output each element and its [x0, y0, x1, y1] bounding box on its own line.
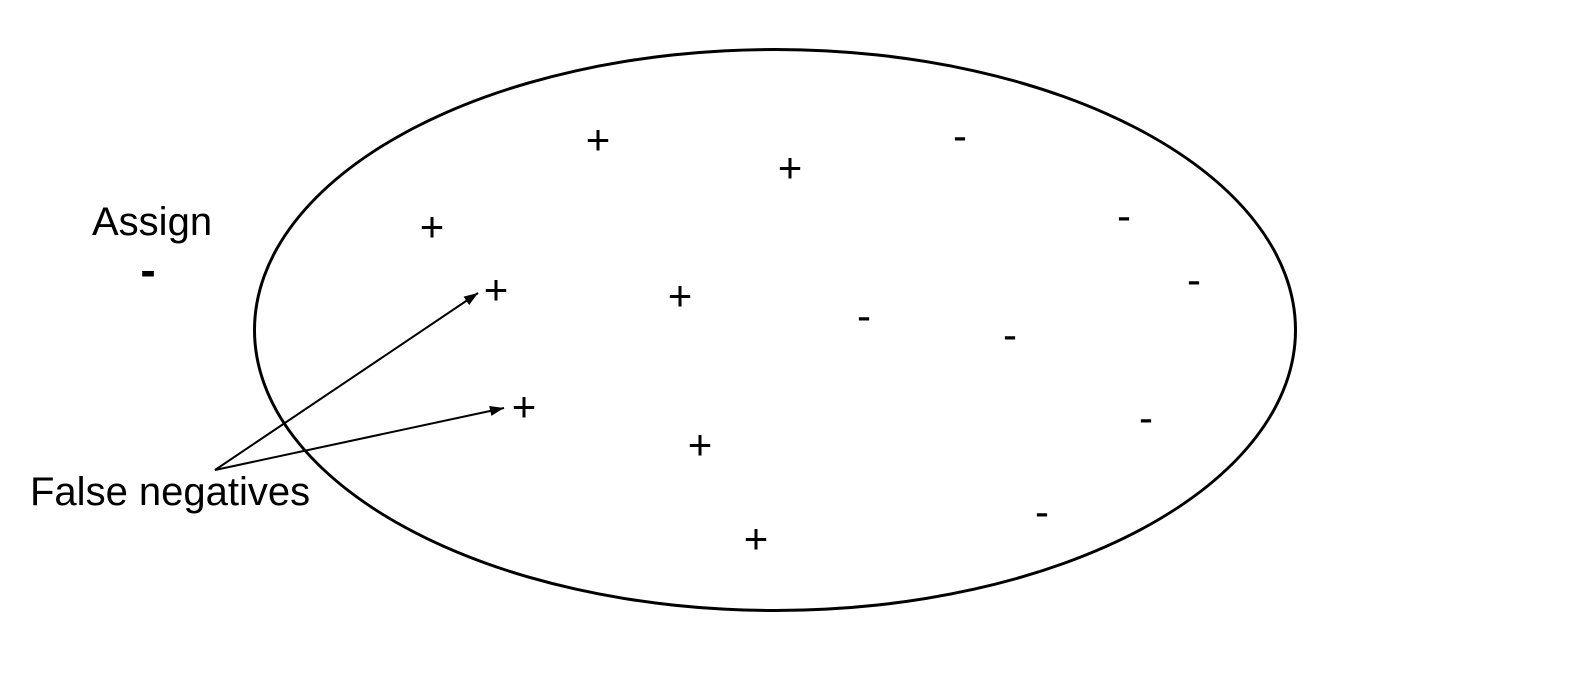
plus-point: +: [586, 119, 611, 161]
plus-point: +: [778, 147, 803, 189]
assign-minus-symbol: -: [140, 247, 155, 293]
minus-point: -: [1035, 491, 1049, 533]
plus-point: +: [744, 518, 769, 560]
plus-point: +: [688, 424, 713, 466]
plus-point: +: [668, 275, 693, 317]
minus-point: -: [1187, 259, 1201, 301]
minus-point: -: [857, 295, 871, 337]
assign-label: Assign: [92, 200, 212, 245]
minus-point: -: [1139, 397, 1153, 439]
diagram-canvas: Assign - False negatives + + + + + + + + - - - - - - -: [0, 0, 1592, 684]
decision-ellipse: [253, 48, 1297, 612]
false-negatives-label: False negatives: [30, 470, 310, 515]
plus-point: +: [420, 206, 445, 248]
minus-point: -: [1117, 195, 1131, 237]
plus-point: +: [512, 386, 537, 428]
minus-point: -: [953, 115, 967, 157]
minus-point: -: [1003, 314, 1017, 356]
plus-point: +: [484, 269, 509, 311]
